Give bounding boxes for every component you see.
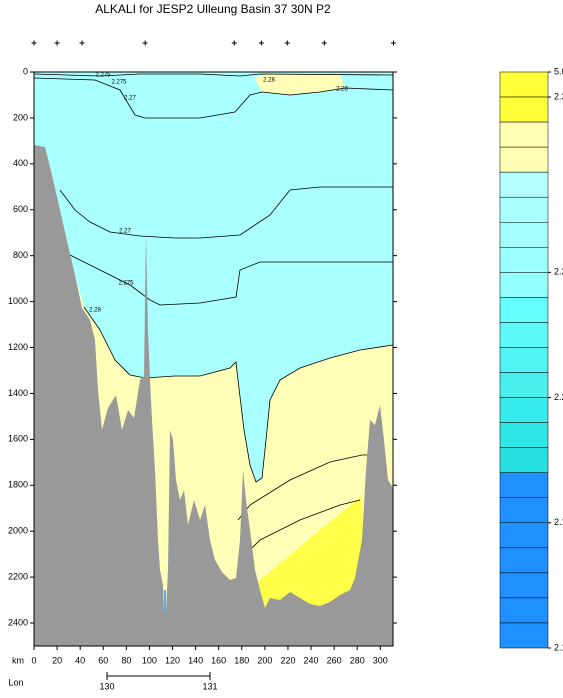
y-tick-label: 2400: [8, 617, 28, 627]
colorbar-tick-label: 2.100: [554, 642, 563, 652]
contour-label: 2.275: [111, 80, 127, 86]
y-tick-label: 1600: [8, 434, 28, 444]
y-tick-label: 2000: [8, 526, 28, 536]
upper-water: [34, 72, 393, 482]
colorbar-box: [499, 272, 549, 298]
x-tick-label: 40: [75, 655, 85, 665]
x-tick-label: 200: [257, 655, 272, 665]
colorbar-box: [499, 121, 549, 148]
colorbar-box: [499, 247, 549, 273]
section-field: [33, 71, 394, 647]
y-tick-label: 2200: [8, 571, 28, 581]
contour-label: 2.28: [336, 87, 348, 93]
y-tick-label: 1400: [8, 388, 28, 398]
contours: [33, 73, 394, 561]
colorbar-box: [499, 572, 549, 599]
colorbar-tick-label: 5.000: [554, 66, 563, 76]
colorbar-box: [499, 497, 549, 524]
colorbar-box: [499, 397, 549, 423]
x-tick-label: 120: [165, 655, 180, 665]
x-tick-label: 60: [98, 655, 108, 665]
colorbar-box: [499, 71, 549, 98]
x-tick-label: 20: [52, 655, 62, 665]
surface-patch: [255, 74, 345, 95]
colorbar-box: [499, 222, 549, 248]
colorbar-box: [499, 146, 549, 173]
colorbar-box: [499, 447, 549, 473]
y-tick-label: 400: [13, 158, 28, 168]
colorbar-box: [499, 171, 549, 198]
lon-tick-label: 130: [99, 681, 114, 691]
x-tick-label: 240: [304, 655, 319, 665]
y-tick-label: 200: [13, 112, 28, 122]
chart-title: ALKALI for JESP2 Ulleung Basin 37 30N P2: [95, 2, 331, 16]
lon-tick-label: 131: [202, 681, 217, 691]
y-tick-label: 1200: [8, 342, 28, 352]
x-tick-label: 0: [31, 655, 36, 665]
x-tick-label: 180: [234, 655, 249, 665]
colorbar-box: [499, 547, 549, 574]
colorbar-box: [499, 347, 549, 373]
colorbar-box: [499, 96, 549, 123]
x-tick-label: 260: [327, 655, 342, 665]
colorbar-tick-label: 2.200: [554, 392, 563, 402]
colorbar-box: [499, 622, 549, 649]
x-tick-label: 160: [211, 655, 226, 665]
x-tick-label: 300: [373, 655, 388, 665]
x-axis-label: km: [12, 655, 24, 665]
contour-label: 2.28: [89, 308, 101, 314]
colorbar-box: [499, 472, 549, 498]
colorbar-box: [499, 196, 549, 223]
colorbar-tick-label: 2.150: [554, 517, 563, 527]
colorbar-box: [499, 372, 549, 398]
x-tick-label: 220: [280, 655, 295, 665]
colorbar-box: [499, 597, 549, 624]
contour-label: 2.275: [118, 281, 134, 287]
y-tick-label: 1000: [8, 296, 28, 306]
colorbar-box: [499, 422, 549, 448]
colorbar-tick-label: 2.300: [554, 91, 563, 101]
colorbar-box: [499, 522, 549, 549]
x-tick-label: 280: [350, 655, 365, 665]
y-tick-label: 600: [13, 204, 28, 214]
plot-frame: [33, 71, 394, 647]
y-tick-label: 0: [23, 66, 28, 76]
y-tick-label: 800: [13, 250, 28, 260]
contour-label: 2.27: [119, 229, 131, 235]
contour-label: 2.27: [124, 96, 136, 102]
contour-label: 2.28: [263, 78, 275, 84]
x-tick-label: 140: [188, 655, 203, 665]
colorbar-box: [499, 322, 549, 348]
bathymetry: [34, 145, 393, 646]
colorbar-tick-label: 2.250: [554, 267, 563, 277]
bottom-patch: [240, 495, 365, 612]
contour-label: 2.275: [95, 73, 111, 79]
x-tick-label: 100: [142, 655, 157, 665]
y-tick-label: 1800: [8, 480, 28, 490]
colorbar-box: [499, 297, 549, 323]
lon-axis-label: Lon: [8, 677, 23, 687]
x-tick-label: 80: [121, 655, 131, 665]
